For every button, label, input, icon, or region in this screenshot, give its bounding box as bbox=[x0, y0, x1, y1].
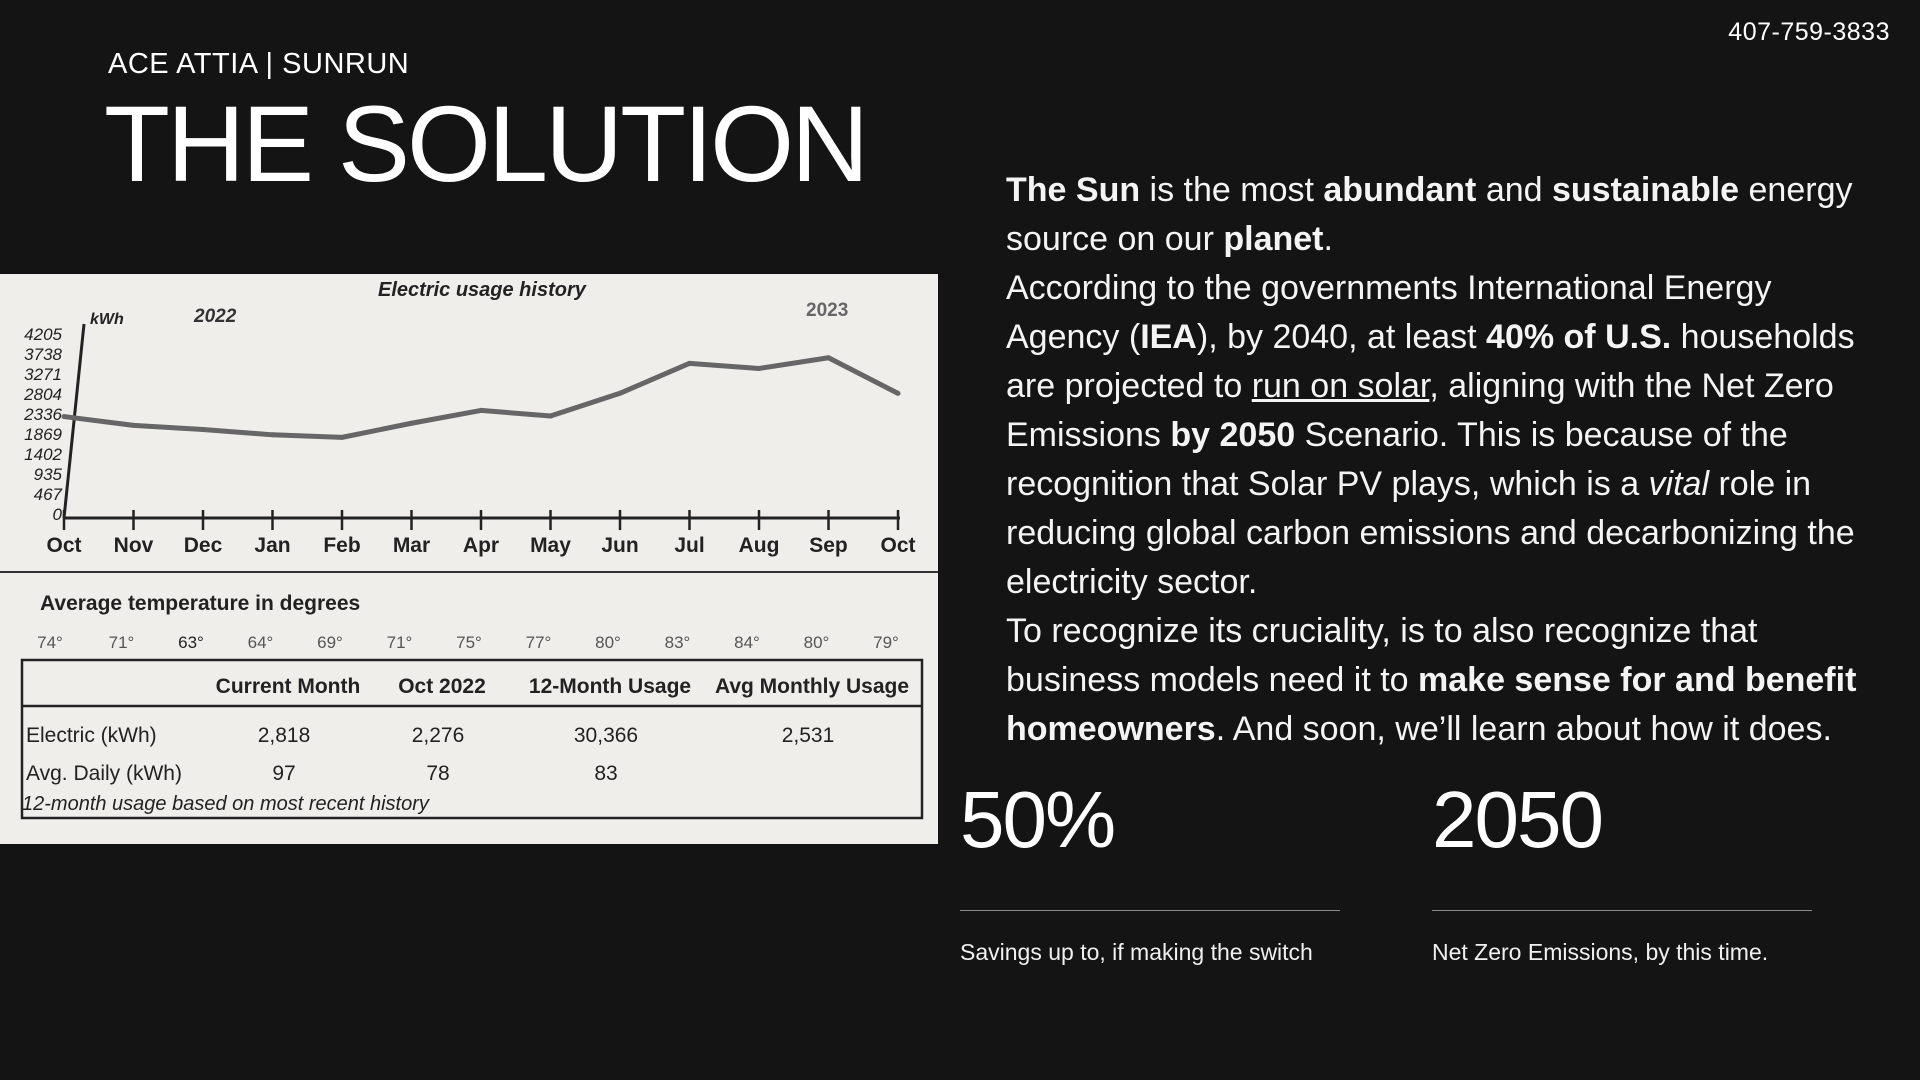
temperature-value: 64° bbox=[248, 633, 274, 652]
temperature-value: 69° bbox=[317, 633, 343, 652]
stat-net-zero: 2050 Net Zero Emissions, by this time. bbox=[1432, 780, 1812, 966]
usage-table-cell: 83 bbox=[594, 762, 617, 785]
stat-savings: 50% Savings up to, if making the switch bbox=[960, 780, 1340, 966]
solution-description: The Sun is the most abundant and sustain… bbox=[1006, 166, 1886, 754]
stat-value: 50% bbox=[960, 775, 1116, 864]
temperature-value: 80° bbox=[804, 633, 830, 652]
usage-table-header: 12-Month Usage bbox=[529, 675, 691, 698]
usage-chart: Electric usage history kWh 2022 2023 0467935… bbox=[0, 279, 938, 820]
usage-point bbox=[895, 390, 901, 396]
usage-point bbox=[409, 420, 414, 426]
usage-point bbox=[270, 432, 275, 438]
y-tick-label: 3738 bbox=[24, 345, 62, 364]
usage-table-row-label: Electric (kWh) bbox=[26, 724, 157, 747]
usage-table-header: Avg Monthly Usage bbox=[715, 675, 909, 698]
temperature-value: 71° bbox=[387, 633, 413, 652]
usage-table-border bbox=[20, 658, 924, 820]
electric-bill-scan: Electric usage history kWh 2022 2023 0 467 935… bbox=[0, 274, 938, 844]
x-tick-label: May bbox=[530, 534, 571, 557]
x-tick-label: Jun bbox=[601, 534, 638, 557]
x-tick-label: Aug bbox=[739, 534, 780, 557]
x-tick-label: Jan bbox=[254, 534, 290, 557]
x-tick-label: Sep bbox=[809, 534, 848, 557]
year-label-right: 2023 bbox=[806, 300, 848, 321]
x-tick-label: Oct bbox=[46, 534, 81, 557]
temperature-title: Average temperature in degrees bbox=[40, 592, 360, 615]
temperature-value: 63° bbox=[178, 633, 204, 652]
usage-point bbox=[687, 360, 692, 366]
stat-divider bbox=[1432, 910, 1812, 911]
usage-point bbox=[339, 434, 345, 440]
presenter-label: ACE ATTIA | SUNRUN bbox=[108, 48, 410, 80]
usage-table-cell: 97 bbox=[272, 762, 295, 785]
x-tick-label: Feb bbox=[323, 534, 360, 557]
y-tick-label: 935 bbox=[34, 465, 63, 484]
x-tick-label: Jul bbox=[674, 534, 704, 557]
paragraph-business-models: To recognize its cruciality, is to also … bbox=[1006, 612, 1857, 748]
usage-table-header: Oct 2022 bbox=[398, 675, 486, 698]
temperature-value: 83° bbox=[665, 633, 691, 652]
y-tick-label: 3271 bbox=[24, 365, 62, 384]
stat-divider bbox=[960, 910, 1340, 911]
x-tick-label: Oct bbox=[880, 534, 915, 557]
year-label-left: 2022 bbox=[193, 306, 237, 327]
y-tick-label: 0 bbox=[53, 505, 63, 524]
usage-point bbox=[478, 407, 484, 413]
usage-table-cell: 2,531 bbox=[782, 724, 835, 747]
y-tick-label: 1869 bbox=[24, 425, 62, 444]
slide-title: THE SOLUTION bbox=[104, 83, 869, 204]
usage-table-cell: 2,276 bbox=[412, 724, 465, 747]
paragraph-sun: The Sun is the most abundant and sustain… bbox=[1006, 171, 1853, 258]
y-tick-label: 1402 bbox=[24, 445, 62, 464]
temperature-value: 75° bbox=[456, 633, 482, 652]
stat-caption: Net Zero Emissions, by this time. bbox=[1432, 939, 1769, 965]
stat-caption: Savings up to, if making the switch bbox=[960, 939, 1313, 965]
x-tick-label: Apr bbox=[463, 534, 499, 557]
y-tick-label: 467 bbox=[34, 485, 63, 504]
y-axis-unit: kWh bbox=[90, 311, 124, 328]
x-tick-label: Mar bbox=[393, 534, 430, 557]
x-tick-label: Nov bbox=[114, 534, 154, 557]
usage-point bbox=[200, 426, 206, 432]
phone-number: 407-759-3833 bbox=[1728, 18, 1890, 46]
temperature-value: 84° bbox=[734, 633, 760, 652]
y-axis-line bbox=[62, 323, 86, 519]
usage-point bbox=[131, 422, 136, 428]
chart-title: Electric usage history bbox=[378, 279, 587, 301]
usage-table-cell: 2,818 bbox=[258, 724, 311, 747]
temperature-value: 71° bbox=[109, 633, 135, 652]
temperature-value: 80° bbox=[595, 633, 621, 652]
usage-table-footnote: 12-month usage based on most recent hist… bbox=[22, 793, 430, 815]
temperature-value: 77° bbox=[526, 633, 552, 652]
y-tick-label: 2336 bbox=[23, 405, 62, 424]
y-tick-label: 2804 bbox=[23, 385, 62, 404]
usage-table-row-label: Avg. Daily (kWh) bbox=[26, 762, 182, 785]
temperature-value: 79° bbox=[873, 633, 899, 652]
usage-point bbox=[617, 390, 623, 396]
usage-point bbox=[61, 414, 67, 420]
x-tick-label: Dec bbox=[184, 534, 223, 557]
usage-point bbox=[826, 355, 831, 361]
temperature-value: 74° bbox=[37, 633, 63, 652]
usage-table-header: Current Month bbox=[216, 675, 361, 698]
usage-table-cell: 78 bbox=[426, 762, 449, 785]
usage-point bbox=[548, 413, 553, 419]
usage-table-cell: 30,366 bbox=[574, 724, 638, 747]
paragraph-iea: According to the governments Internation… bbox=[1006, 269, 1855, 601]
stat-value: 2050 bbox=[1432, 775, 1604, 864]
y-tick-label: 4205 bbox=[24, 325, 62, 344]
usage-point bbox=[756, 365, 762, 371]
usage-series-line bbox=[63, 355, 900, 440]
